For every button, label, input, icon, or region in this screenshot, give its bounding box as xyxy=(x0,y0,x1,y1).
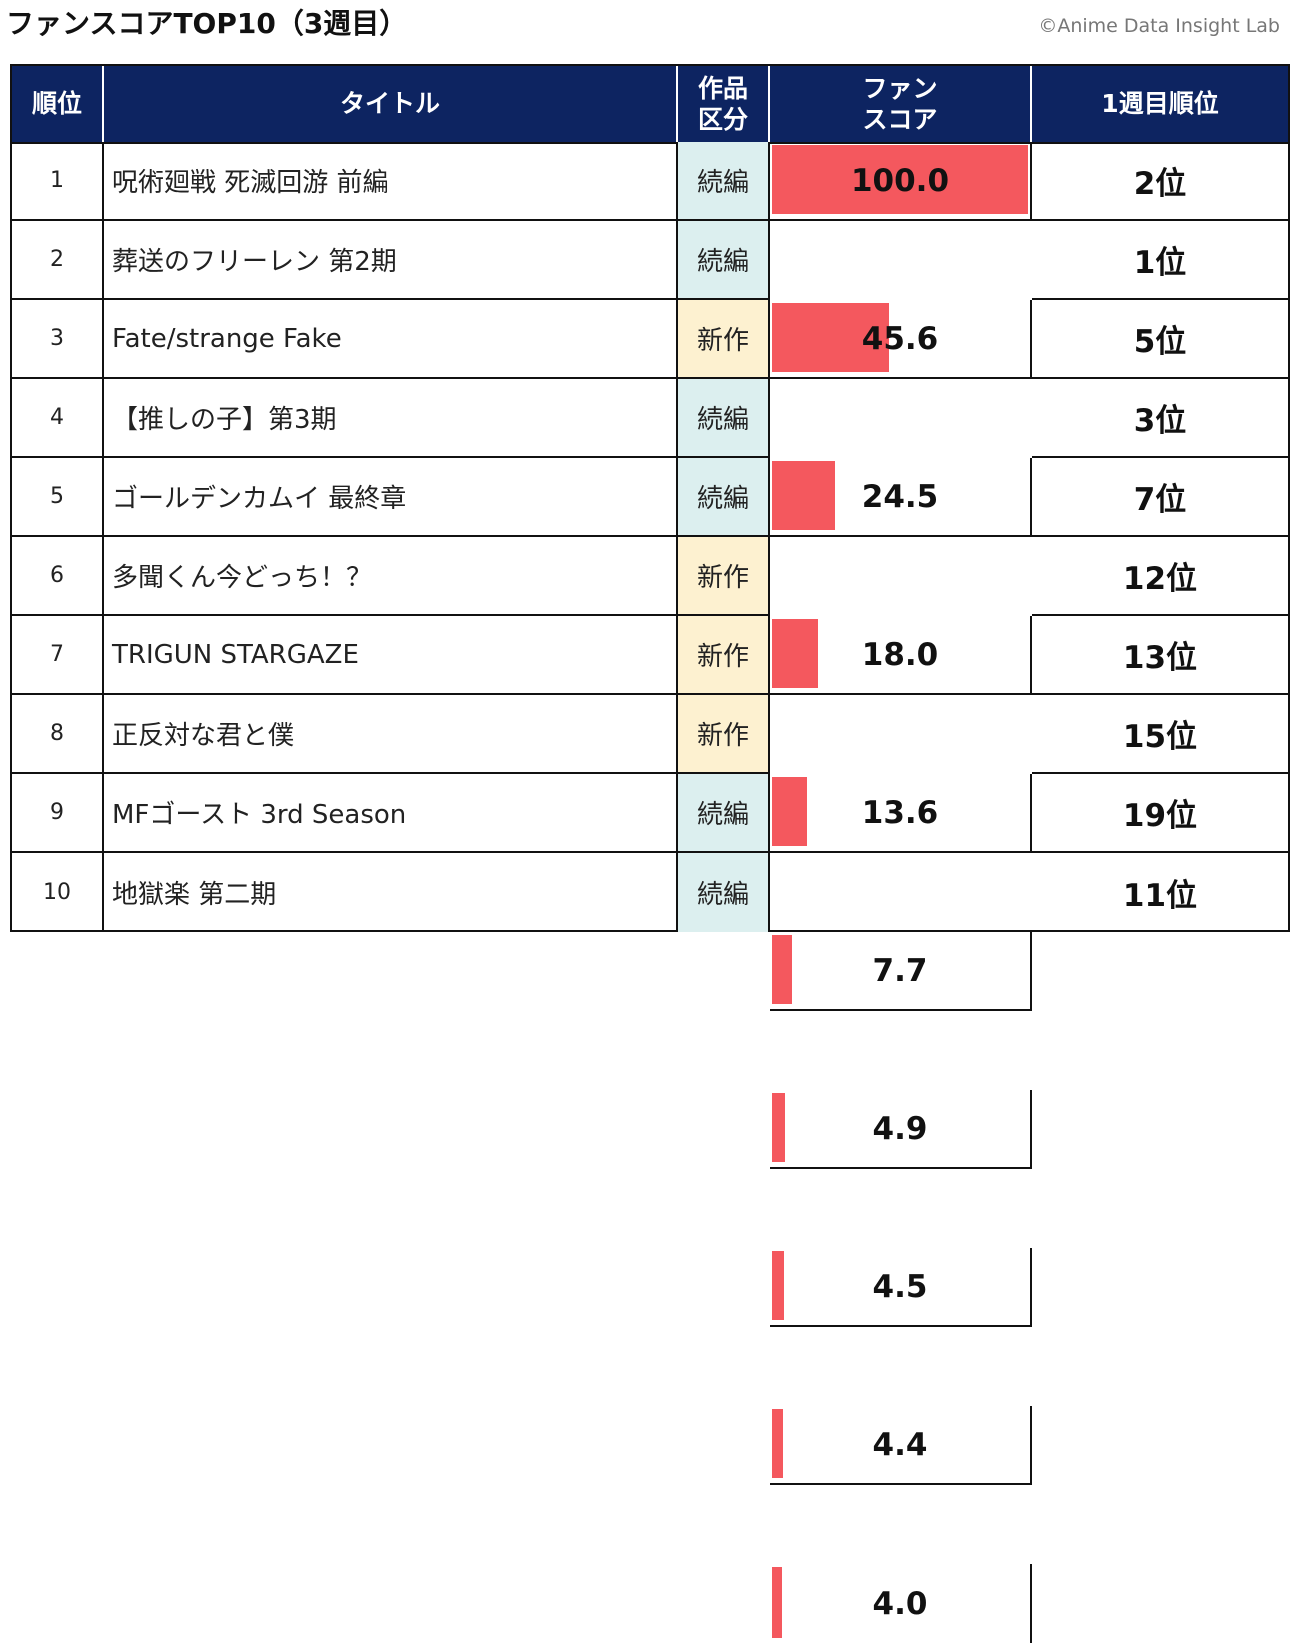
column-header: 1週目順位 xyxy=(1032,66,1288,144)
anime-title-cell: MFゴースト 3rd Season xyxy=(104,774,678,853)
score-value: 7.7 xyxy=(872,952,928,989)
score-bar xyxy=(772,303,889,372)
score-value: 45.6 xyxy=(861,320,939,357)
category-cell: 続編 xyxy=(678,774,770,853)
score-value: 18.0 xyxy=(861,636,939,673)
rank-cell: 10 xyxy=(12,853,104,932)
column-header: ファン スコア xyxy=(770,66,1032,144)
rank-cell: 7 xyxy=(12,616,104,695)
header-line: スコア xyxy=(862,105,938,134)
rank-cell: 3 xyxy=(12,300,104,379)
prev-rank-cell: 1位 xyxy=(1032,221,1288,300)
score-cell: 4.5 xyxy=(770,1248,1032,1327)
anime-title-cell: 多聞くん今どっち！？ xyxy=(104,537,678,616)
credit: ©Anime Data Insight Lab xyxy=(1038,15,1280,37)
score-cell: 4.0 xyxy=(770,1564,1032,1643)
anime-title-cell: ゴールデンカムイ 最終章 xyxy=(104,458,678,537)
anime-title-cell: 正反対な君と僕 xyxy=(104,695,678,774)
category-cell: 新作 xyxy=(678,695,770,774)
score-cell: 18.0 xyxy=(770,616,1032,695)
rank-cell: 2 xyxy=(12,221,104,300)
rank-cell: 8 xyxy=(12,695,104,774)
category-cell: 続編 xyxy=(678,458,770,537)
prev-rank-cell: 12位 xyxy=(1032,537,1288,616)
score-value: 4.4 xyxy=(872,1426,928,1463)
score-value: 4.5 xyxy=(872,1268,928,1305)
header-line: タイトル xyxy=(339,89,440,119)
prev-rank-cell: 19位 xyxy=(1032,774,1288,853)
score-bar xyxy=(772,935,792,1004)
rank-cell: 1 xyxy=(12,142,104,221)
score-cell: 4.9 xyxy=(770,1090,1032,1169)
header-line: ファン xyxy=(862,73,938,103)
score-cell: 13.6 xyxy=(770,774,1032,853)
anime-title-cell: TRIGUN STARGAZE xyxy=(104,616,678,695)
anime-title-cell: Fate/strange Fake xyxy=(104,300,678,379)
score-bar xyxy=(772,461,835,530)
score-bar xyxy=(772,1251,784,1320)
score-bar xyxy=(772,1093,785,1162)
header-line: 作品 xyxy=(697,73,748,103)
category-cell: 続編 xyxy=(678,379,770,458)
anime-title-cell: 葬送のフリーレン 第2期 xyxy=(104,221,678,300)
score-value: 100.0 xyxy=(850,162,950,199)
score-bar xyxy=(772,1567,783,1638)
score-bar xyxy=(772,619,819,688)
score-cell: 100.0 xyxy=(770,142,1032,221)
rank-cell: 4 xyxy=(12,379,104,458)
prev-rank-cell: 5位 xyxy=(1032,300,1288,379)
prev-rank-cell: 2位 xyxy=(1032,142,1288,221)
prev-rank-cell: 7位 xyxy=(1032,458,1288,537)
category-cell: 新作 xyxy=(678,300,770,379)
score-value: 4.0 xyxy=(872,1585,928,1622)
score-value: 4.9 xyxy=(872,1110,928,1147)
header-line: 1週目順位 xyxy=(1101,89,1219,119)
score-cell: 45.6 xyxy=(770,300,1032,379)
score-bar xyxy=(772,777,807,846)
prev-rank-cell: 3位 xyxy=(1032,379,1288,458)
title: ファンスコアTOP10（3週目） xyxy=(6,7,408,40)
category-cell: 続編 xyxy=(678,142,770,221)
table: 順位 タイトル 作品 区分 ファン スコア 1週目順位 1 呪術廻戦 死滅回游 前編 続編 100.… xyxy=(10,64,1290,1643)
rank-cell: 5 xyxy=(12,458,104,537)
anime-title-cell: 呪術廻戦 死滅回游 前編 xyxy=(104,142,678,221)
header-line: 区分 xyxy=(697,105,748,134)
score-value: 24.5 xyxy=(861,478,939,515)
category-cell: 続編 xyxy=(678,221,770,300)
prev-rank-cell: 13位 xyxy=(1032,616,1288,695)
score-cell: 7.7 xyxy=(770,932,1032,1011)
score-cell: 24.5 xyxy=(770,458,1032,537)
category-cell: 新作 xyxy=(678,616,770,695)
column-header: タイトル xyxy=(104,66,678,144)
column-header: 作品 区分 xyxy=(678,66,770,144)
page: ファンスコアTOP10（3週目） ©Anime Data Insight Lab… xyxy=(6,7,1290,1643)
score-cell: 4.4 xyxy=(770,1406,1032,1485)
anime-title-cell: 【推しの子】第3期 xyxy=(104,379,678,458)
score-value: 13.6 xyxy=(861,794,939,831)
score-bar xyxy=(772,1409,784,1478)
rank-cell: 6 xyxy=(12,537,104,616)
prev-rank-cell: 11位 xyxy=(1122,878,1198,914)
anime-title-cell: 地獄楽 第二期 xyxy=(104,853,678,932)
score-bar xyxy=(772,145,1028,214)
category-cell: 新作 xyxy=(678,537,770,616)
prev-rank-cell: 15位 xyxy=(1032,695,1288,774)
header-line: 順位 xyxy=(31,89,82,119)
rank-cell: 9 xyxy=(12,774,104,853)
category-cell: 続編 xyxy=(678,853,770,932)
column-header: 順位 xyxy=(12,66,104,144)
